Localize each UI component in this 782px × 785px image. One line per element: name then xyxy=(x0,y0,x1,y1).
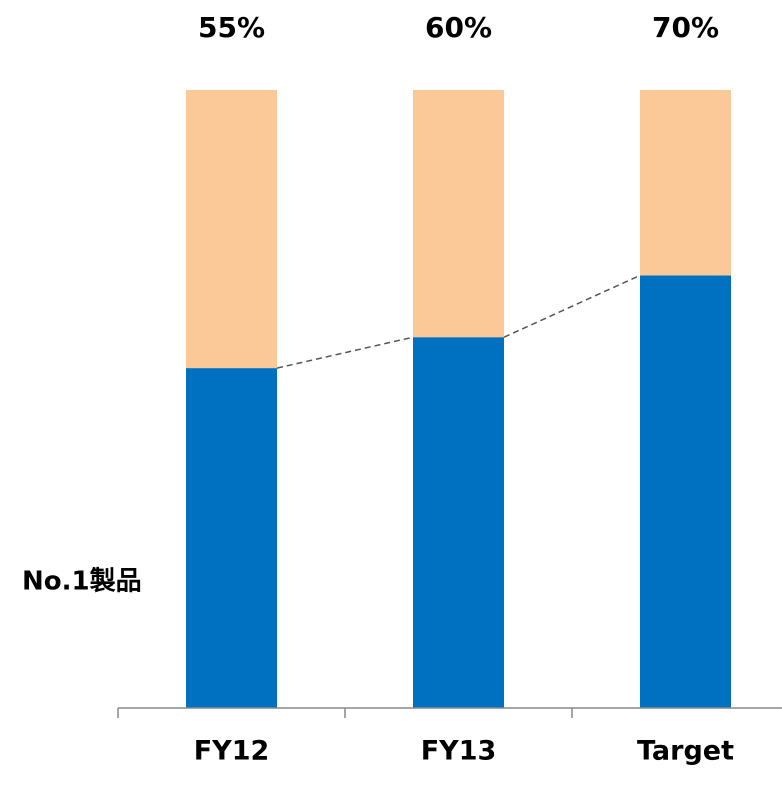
x-tick-label: FY12 xyxy=(194,736,270,767)
connector xyxy=(276,336,414,369)
bar-segment xyxy=(640,275,731,708)
value-label: 55% xyxy=(198,11,265,44)
value-label: 60% xyxy=(425,11,492,44)
x-tick-label: Target xyxy=(637,736,734,767)
bar-segment xyxy=(413,337,504,708)
bar-segment xyxy=(640,90,731,276)
bar-segment xyxy=(186,368,277,708)
series-label: No.1製品 xyxy=(22,567,142,597)
bar-segment xyxy=(186,90,277,369)
x-tick-label: FY13 xyxy=(421,736,497,767)
value-label: 70% xyxy=(652,11,719,44)
bar-segment xyxy=(413,90,504,338)
connector xyxy=(503,274,641,338)
